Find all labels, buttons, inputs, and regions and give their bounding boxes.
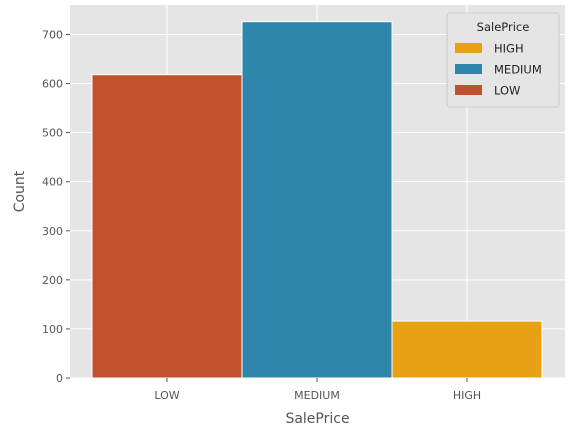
y-tick-label: 500	[42, 127, 63, 140]
x-tick-label: LOW	[154, 389, 179, 402]
x-axis-label: SalePrice	[285, 411, 349, 427]
legend-swatch-high	[455, 43, 482, 53]
bar-low	[92, 75, 242, 378]
y-tick-label: 700	[42, 28, 63, 41]
y-axis-label: Count	[12, 170, 28, 212]
x-tick-label: MEDIUM	[294, 389, 340, 402]
y-tick-label: 400	[42, 176, 63, 189]
legend-label-high: HIGH	[494, 42, 524, 56]
legend-swatch-low	[455, 85, 482, 95]
y-tick-label: 600	[42, 78, 63, 91]
bar-high	[392, 321, 542, 378]
x-tick-labels: LOW MEDIUM HIGH	[154, 378, 481, 402]
y-tick-labels: 0 100 200 300 400 500 600 700	[42, 28, 70, 385]
legend-label-low: LOW	[494, 84, 520, 98]
legend: SalePrice HIGH MEDIUM LOW	[447, 13, 559, 107]
bar-medium	[242, 22, 392, 378]
legend-swatch-medium	[455, 64, 482, 74]
x-tick-label: HIGH	[453, 389, 481, 402]
legend-label-medium: MEDIUM	[494, 63, 542, 77]
y-tick-label: 300	[42, 225, 63, 238]
y-tick-label: 100	[42, 323, 63, 336]
y-tick-label: 0	[56, 372, 63, 385]
y-tick-label: 200	[42, 274, 63, 287]
legend-title: SalePrice	[477, 20, 530, 34]
